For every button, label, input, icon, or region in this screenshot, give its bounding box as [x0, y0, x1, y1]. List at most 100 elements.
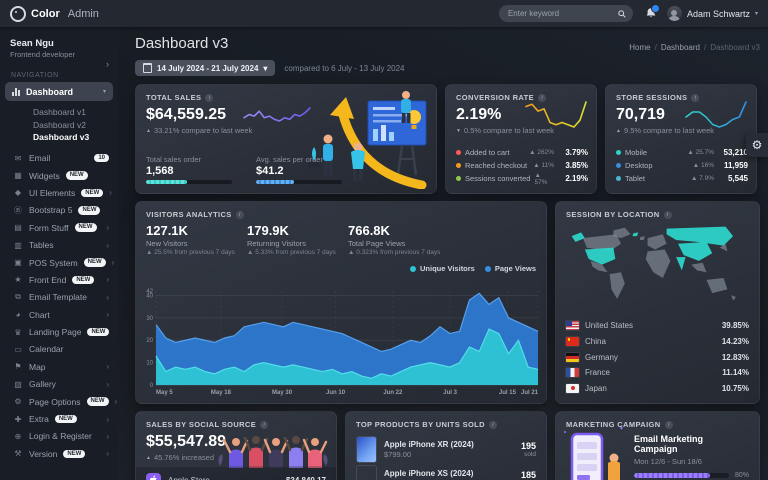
legend-dot	[484, 265, 491, 272]
card-title: STORE SESSIONS	[616, 93, 688, 102]
sidebar-item-ui-elements[interactable]: ◆ UI Elements NEW ›	[0, 184, 118, 201]
sidebar-item-map[interactable]: ⚑ Map ›	[0, 358, 118, 375]
metric-change: ▲ 7.9%	[690, 175, 714, 182]
info-icon[interactable]: i	[260, 420, 269, 429]
progress-bar	[256, 180, 342, 184]
product-rows: Apple iPhone XR (2024) $799.00 195 sold Appl…	[346, 429, 546, 480]
sidebar-item-login-register[interactable]: ⊕ Login & Register ›	[0, 428, 118, 445]
date-range-picker[interactable]: 14 July 2024 - 21 July 2024 ▾	[135, 60, 276, 76]
sidebar-item-label: Chart	[29, 309, 50, 320]
info-icon[interactable]: i	[488, 420, 497, 429]
sidebar-item-landing-page[interactable]: ♛ Landing Page NEW	[0, 323, 118, 340]
conversion-rate-card: CONVERSION RATE i 2.19% ▼ 0.5% compare to…	[445, 84, 597, 194]
sidebar-item-label: Front End	[29, 274, 67, 285]
sidebar-item-label: Calendar	[29, 344, 64, 355]
svg-text:May 5: May 5	[156, 390, 173, 396]
sidebar-item-label: Widgets	[29, 170, 60, 181]
sidebar-subitem-dashboard-v3[interactable]: Dashboard v3	[33, 132, 90, 142]
sidebar-item-label: Bootstrap 5	[29, 205, 73, 216]
metric-change: ▲ 25.7%	[687, 149, 714, 156]
stat-label: New Visitors	[146, 239, 188, 248]
sidebar-menu: ✉ Email 10 ▦ Widgets NEW ◆ UI Elements NEW › Ⓑ Boot…	[0, 148, 118, 463]
user-menu[interactable]: Adam Schwartz ▾	[666, 6, 758, 21]
theme-settings-button[interactable]: ⚙	[746, 133, 768, 157]
sidebar-item-bootstrap-5[interactable]: Ⓑ Bootstrap 5 NEW	[0, 202, 118, 219]
growth-illustration	[308, 91, 427, 189]
country-label: China	[585, 336, 606, 346]
sidebar-item-widgets[interactable]: ▦ Widgets NEW	[0, 167, 118, 184]
country-value: 10.75%	[721, 383, 749, 393]
breadcrumb-dashboard[interactable]: Dashboard	[660, 43, 700, 52]
sidebar-item-email[interactable]: ✉ Email 10	[0, 150, 118, 167]
people-illustration	[218, 436, 328, 468]
social-source-label: Apple Store	[168, 475, 210, 480]
info-icon[interactable]: i	[538, 93, 546, 102]
chevron-down-icon: ▾	[263, 63, 268, 73]
stat-value: $41.2	[256, 165, 284, 177]
product-name: Apple iPhone XR (2024)	[384, 440, 474, 449]
sidebar-item-version[interactable]: ⚒ Version NEW ›	[0, 445, 118, 462]
conversion-sparkline	[525, 101, 587, 128]
location-row: United States 39.85%	[566, 318, 749, 334]
sidebar-item-extra[interactable]: ✚ Extra NEW ›	[0, 410, 118, 427]
notification-badge	[650, 4, 660, 13]
chevron-right-icon: ›	[106, 275, 109, 285]
sidebar-item-pos-system[interactable]: ▣ POS System NEW ›	[0, 254, 118, 271]
sidebar-item-page-options[interactable]: ⚙ Page Options NEW ›	[0, 393, 118, 410]
sidebar-item-dashboard[interactable]: Dashboard ▾	[5, 82, 113, 101]
sidebar-item-label: Email Template	[29, 292, 87, 303]
search-icon[interactable]	[618, 9, 626, 18]
sidebar-item-tables[interactable]: ▥ Tables ›	[0, 236, 118, 253]
svg-text:Jul 21: Jul 21	[521, 390, 539, 396]
metric-value: 3.79%	[565, 148, 588, 157]
total-sales-change: 33.21% compare to last week	[153, 126, 253, 135]
chevron-down-icon: ▾	[754, 11, 758, 17]
sidebar-item-label: Email	[29, 153, 51, 164]
svg-text:May 18: May 18	[211, 390, 232, 396]
campaign-progress-label: 80%	[734, 472, 749, 479]
top-products-card: TOP PRODUCTS BY UNITS SOLD i Apple iPhon…	[345, 411, 547, 480]
social-source-row[interactable]: Apple Store $34,840.17	[136, 466, 336, 480]
sidebar-item-chart[interactable]: ◕ Chart ›	[0, 306, 118, 323]
legend-label: Unique Visitors	[419, 264, 475, 273]
location-rows: United States 39.85% China 14.23% Germany 12.…	[566, 318, 749, 396]
sidebar-item-calendar[interactable]: ▭ Calendar	[0, 341, 118, 358]
metric-row: Sessions converted ▲ 57% 2.19%	[456, 172, 588, 186]
metric-row: Mobile ▲ 25.7% 53,210	[616, 146, 748, 159]
search-input[interactable]	[505, 8, 614, 19]
cn-flag-icon	[566, 336, 579, 346]
chevron-right-icon: ›	[106, 449, 109, 459]
sessions-rows: Mobile ▲ 25.7% 53,210 Desktop ▲ 16% 11,959 Tab…	[616, 146, 748, 185]
sidebar-subitem-dashboard-v2[interactable]: Dashboard v2	[33, 119, 86, 130]
product-thumbnail	[356, 436, 377, 463]
chevron-right-icon: ›	[111, 258, 115, 268]
chevron-right-icon: ›	[106, 310, 109, 320]
product-quantity: 185sold	[521, 470, 536, 480]
sidebar-profile[interactable]: Sean Ngu Frontend developer ›	[0, 27, 118, 69]
product-row[interactable]: Apple iPhone XS (2024)$1,199.00 185sold	[356, 464, 536, 480]
info-icon[interactable]: i	[663, 210, 672, 219]
info-icon[interactable]: i	[235, 210, 244, 219]
metric-dot	[456, 176, 461, 181]
location-row: Germany 12.83%	[566, 349, 749, 365]
stat-value: 1,568	[146, 165, 174, 177]
sidebar-item-gallery[interactable]: ▧ Gallery ›	[0, 376, 118, 393]
metric-row: Desktop ▲ 16% 11,959	[616, 159, 748, 172]
notifications-bell[interactable]	[645, 4, 660, 20]
app-logo[interactable]: Color Admin	[10, 5, 99, 22]
sidebar-item-front-end[interactable]: ★ Front End NEW ›	[0, 271, 118, 288]
info-icon[interactable]: i	[205, 93, 214, 102]
legend-item: Unique Visitors	[409, 264, 475, 273]
sidebar-subitem-dashboard-v1[interactable]: Dashboard v1	[33, 107, 86, 117]
product-row[interactable]: Apple iPhone XR (2024) $799.00 195 sold	[356, 435, 536, 464]
sidebar-item-email-template[interactable]: ⧉ Email Template ›	[0, 289, 118, 306]
stat-label: Returning Visitors	[247, 239, 307, 248]
sidebar-item-form-stuff[interactable]: ▤ Form Stuff NEW ›	[0, 219, 118, 236]
info-icon[interactable]: i	[664, 420, 673, 429]
breadcrumb-home[interactable]: Home	[629, 43, 651, 52]
version-icon: ⚒	[14, 449, 22, 459]
marketing-campaign-card: MARKETING CAMPAIGN i Em	[555, 411, 760, 480]
search-box[interactable]	[498, 5, 633, 22]
info-icon[interactable]: i	[691, 93, 700, 102]
